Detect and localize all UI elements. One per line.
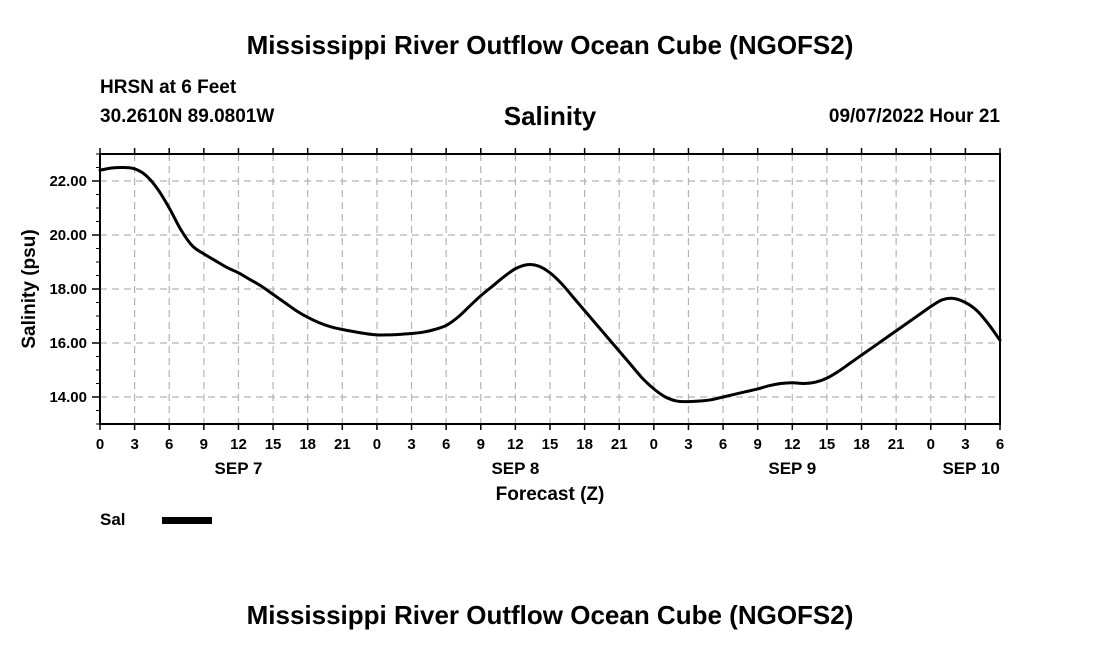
station-coordinates: 30.2610N 89.0801W (100, 106, 275, 127)
x-tick-label: 18 (853, 436, 870, 453)
x-tick-label: 0 (650, 436, 658, 453)
x-tick-label: 15 (542, 436, 559, 453)
plot-frame (99, 153, 1001, 425)
y-axis-label: Salinity (psu) (19, 229, 40, 348)
y-tick-label: 14.00 (49, 389, 87, 406)
x-tick-label: 3 (407, 436, 415, 453)
x-tick-label: 0 (373, 436, 381, 453)
legend-label: Sal (100, 510, 126, 529)
x-tick-label: 6 (719, 436, 727, 453)
x-tick-label: 0 (927, 436, 935, 453)
x-tick-label: 15 (819, 436, 836, 453)
footer-title: Mississippi River Outflow Ocean Cube (NG… (246, 600, 854, 630)
x-tick-label: 3 (130, 436, 138, 453)
x-tick-label: 3 (961, 436, 969, 453)
y-tick-label: 22.00 (49, 173, 87, 190)
x-tick-label: 12 (507, 436, 524, 453)
x-tick-label: 9 (477, 436, 485, 453)
x-tick-label: 9 (200, 436, 208, 453)
station-label: HRSN at 6 Feet (100, 77, 237, 98)
x-tick-label: 9 (754, 436, 762, 453)
series-line-sal (98, 165, 1002, 404)
date-label: SEP 8 (491, 459, 539, 478)
x-axis-label: Forecast (Z) (496, 484, 605, 505)
x-tick-label: 21 (611, 436, 628, 453)
x-tick-label: 6 (165, 436, 173, 453)
y-tick-label: 20.00 (49, 227, 87, 244)
y-tick-label: 18.00 (49, 281, 87, 298)
x-tick-label: 18 (299, 436, 316, 453)
x-tick-label: 21 (334, 436, 351, 453)
date-label: SEP 10 (942, 459, 999, 478)
x-tick-label: 21 (888, 436, 905, 453)
y-tick-label: 16.00 (49, 335, 87, 352)
x-tick-label: 6 (442, 436, 450, 453)
x-tick-label: 6 (996, 436, 1004, 453)
x-tick-label: 0 (96, 436, 104, 453)
x-tick-label: 12 (230, 436, 247, 453)
x-tick-label: 18 (576, 436, 593, 453)
variable-title: Salinity (503, 101, 597, 131)
x-tick-label: 12 (784, 436, 801, 453)
page-title: Mississippi River Outflow Ocean Cube (NG… (246, 30, 854, 60)
x-tick-label: 3 (684, 436, 692, 453)
x-tick-label: 15 (265, 436, 282, 453)
date-label: SEP 7 (215, 459, 263, 478)
legend-line-swatch (162, 517, 212, 524)
forecast-datetime: 09/07/2022 Hour 21 (828, 106, 1000, 127)
date-label: SEP 9 (768, 459, 816, 478)
